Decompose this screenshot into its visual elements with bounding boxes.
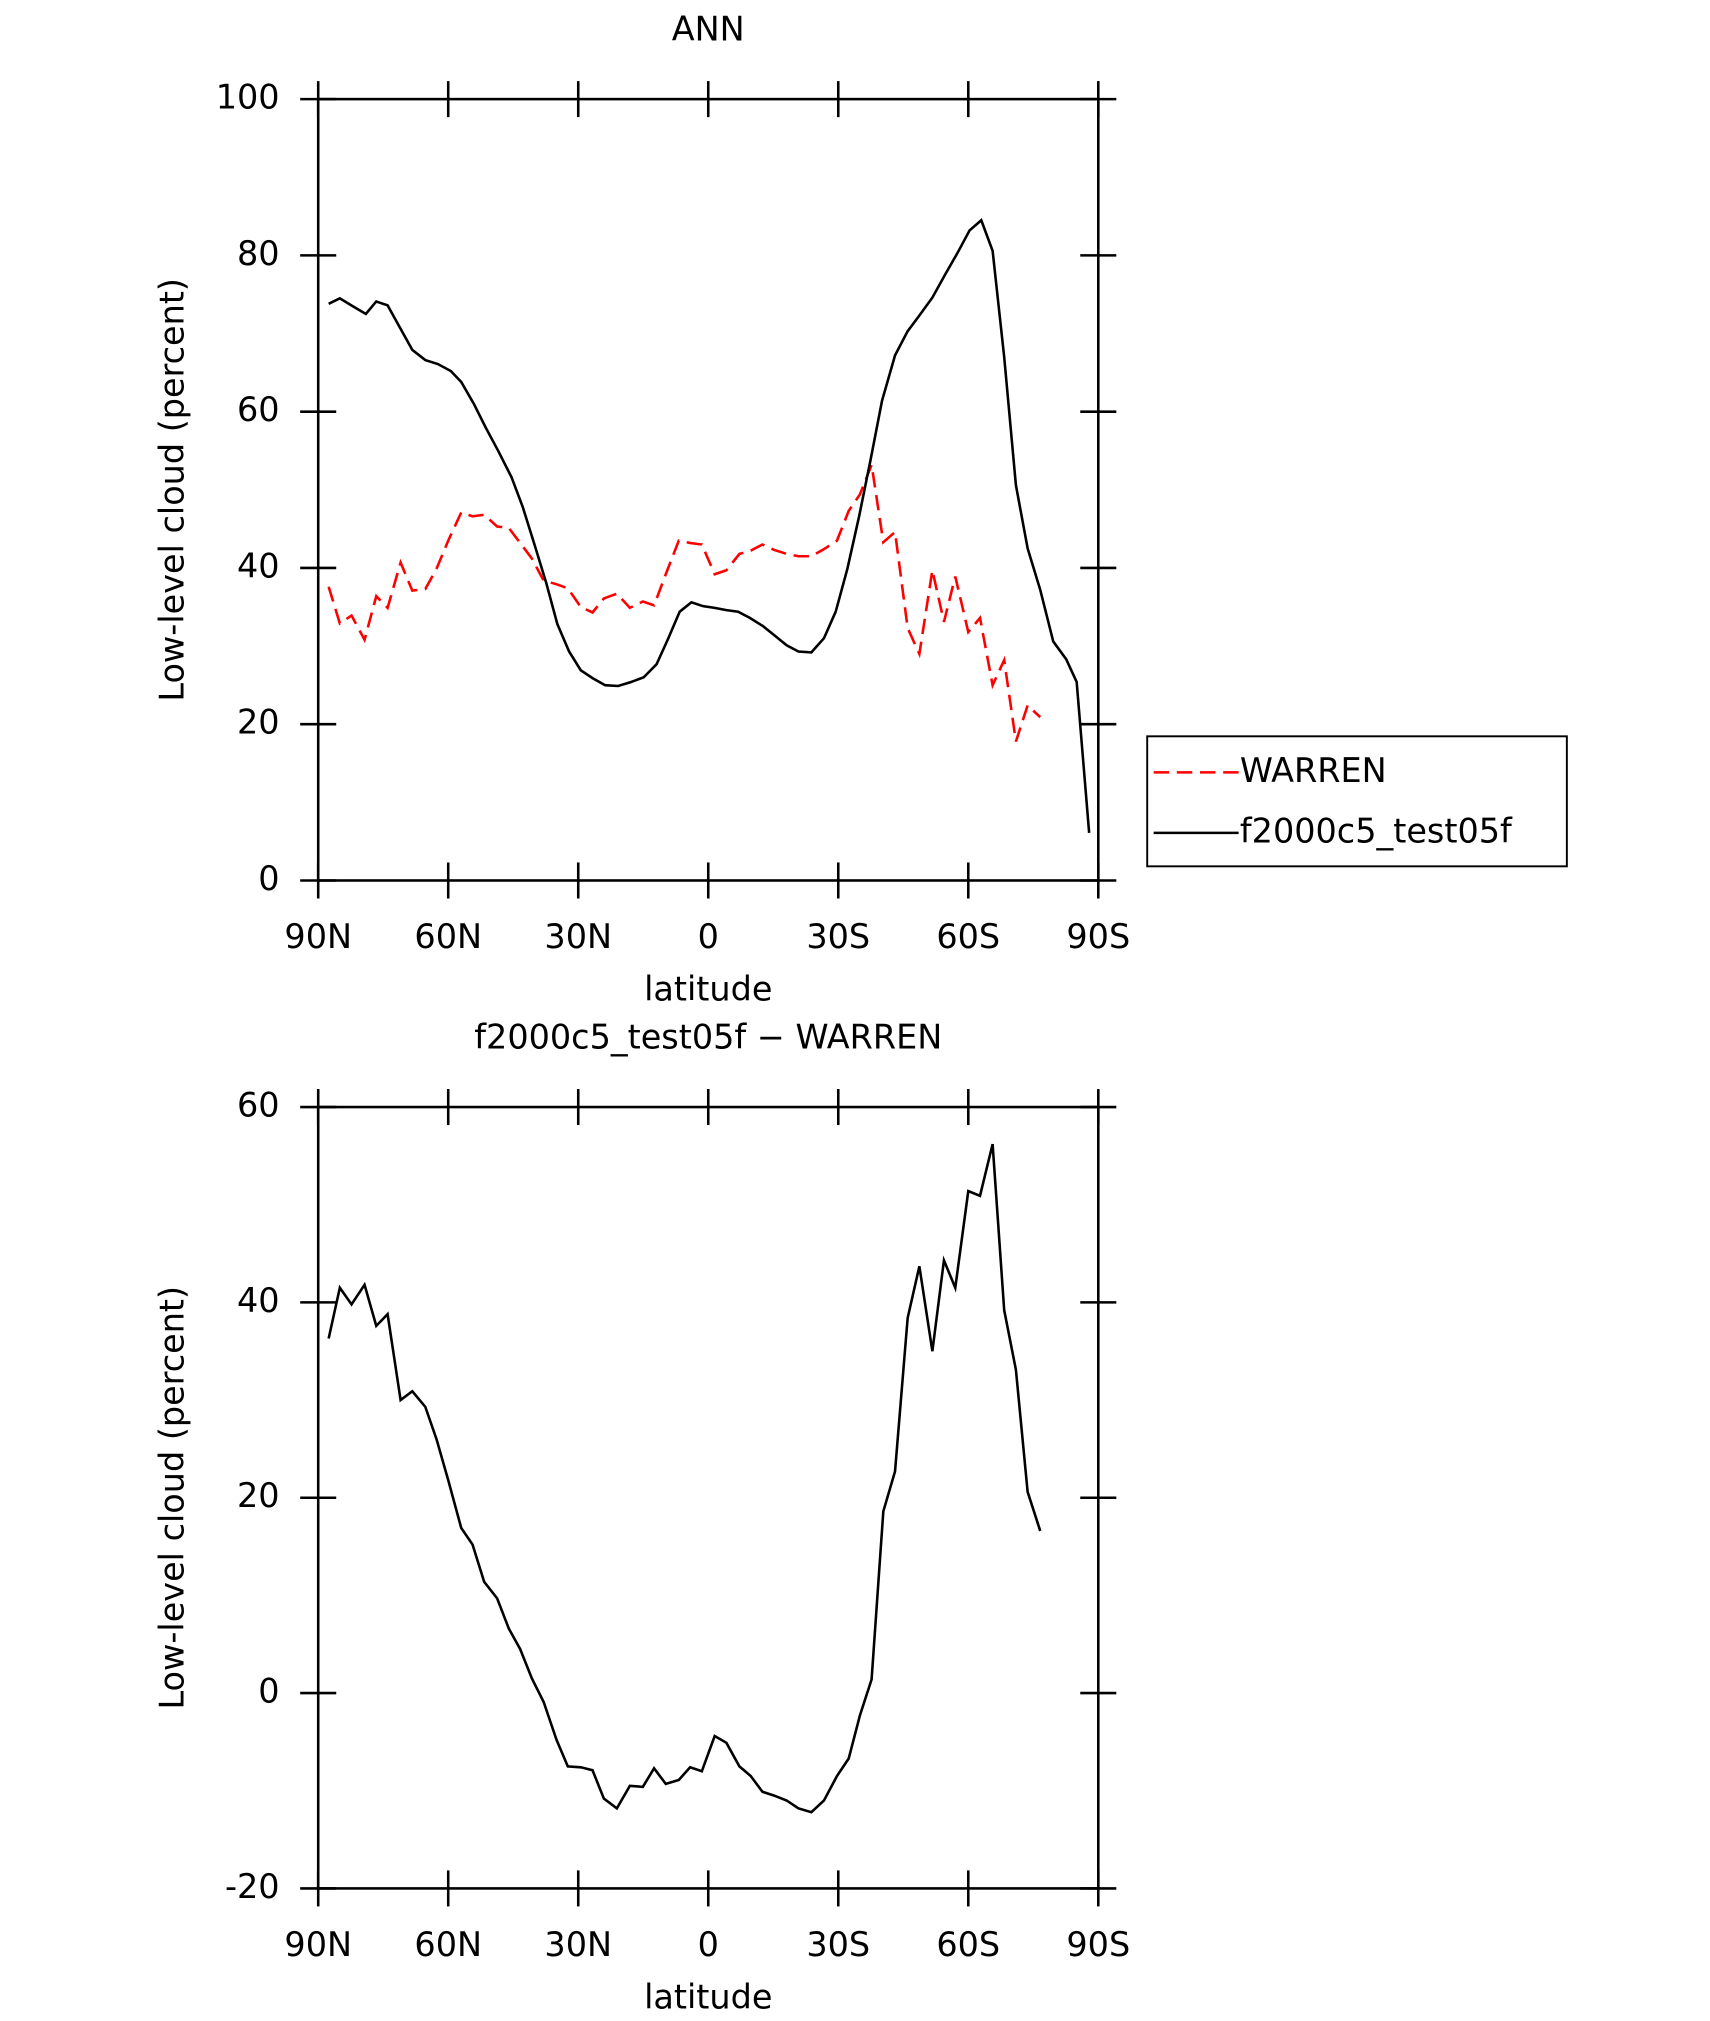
x-tick-label: 0 (698, 1925, 719, 1964)
legend-label: WARREN (1240, 751, 1387, 790)
x-tick-label: 60N (414, 917, 482, 956)
y-tick-label: 60 (237, 1086, 280, 1125)
data-line (327, 1143, 1042, 1814)
x-tick-label: 30S (806, 917, 870, 956)
y-tick-label: 80 (237, 234, 280, 273)
y-axis-label: Low-level cloud (percent) (153, 278, 192, 702)
chart-title: f2000c5_test05f − WARREN (474, 1017, 942, 1056)
y-tick-label: 40 (237, 1281, 280, 1320)
x-tick-label: 60S (936, 917, 1000, 956)
x-tick-label: 90S (1066, 917, 1130, 956)
x-axis-label: latitude (644, 1978, 772, 2017)
x-tick-label: 0 (698, 917, 719, 956)
y-tick-label: 20 (237, 1476, 280, 1515)
y-tick-label: 0 (258, 1672, 279, 1711)
legend-label: f2000c5_test05f (1240, 811, 1513, 850)
y-tick-label: -20 (225, 1867, 280, 1906)
x-tick-label: 90N (284, 1925, 352, 1964)
legend-box (1146, 735, 1568, 868)
x-tick-label: 60S (936, 1925, 1000, 1964)
x-tick-label: 90S (1066, 1925, 1130, 1964)
y-tick-label: 60 (237, 390, 280, 429)
data-line (328, 218, 1091, 833)
x-axis-label: latitude (644, 970, 772, 1009)
y-axis-label: Low-level cloud (percent) (153, 1286, 192, 1710)
y-tick-label: 0 (258, 859, 279, 898)
chart-title: ANN (672, 9, 745, 48)
x-tick-label: 30S (806, 1925, 870, 1964)
x-tick-label: 30N (544, 917, 612, 956)
plot-frame (316, 97, 1100, 882)
plot-frame (316, 1105, 1100, 1890)
data-line (327, 459, 1042, 742)
x-tick-label: 90N (284, 917, 352, 956)
y-tick-label: 40 (237, 546, 280, 585)
x-tick-label: 60N (414, 1925, 482, 1964)
y-tick-label: 20 (237, 703, 280, 742)
x-tick-label: 30N (544, 1925, 612, 1964)
y-tick-label: 100 (216, 78, 280, 117)
